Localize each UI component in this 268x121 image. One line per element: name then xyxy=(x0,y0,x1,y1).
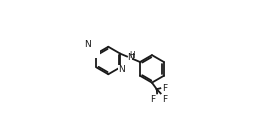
Text: F: F xyxy=(151,95,156,104)
Text: F: F xyxy=(162,84,167,93)
Text: F: F xyxy=(162,95,167,104)
Text: N: N xyxy=(118,65,125,74)
Text: N: N xyxy=(84,40,91,49)
Text: N: N xyxy=(127,53,133,62)
Text: H: H xyxy=(129,51,135,60)
